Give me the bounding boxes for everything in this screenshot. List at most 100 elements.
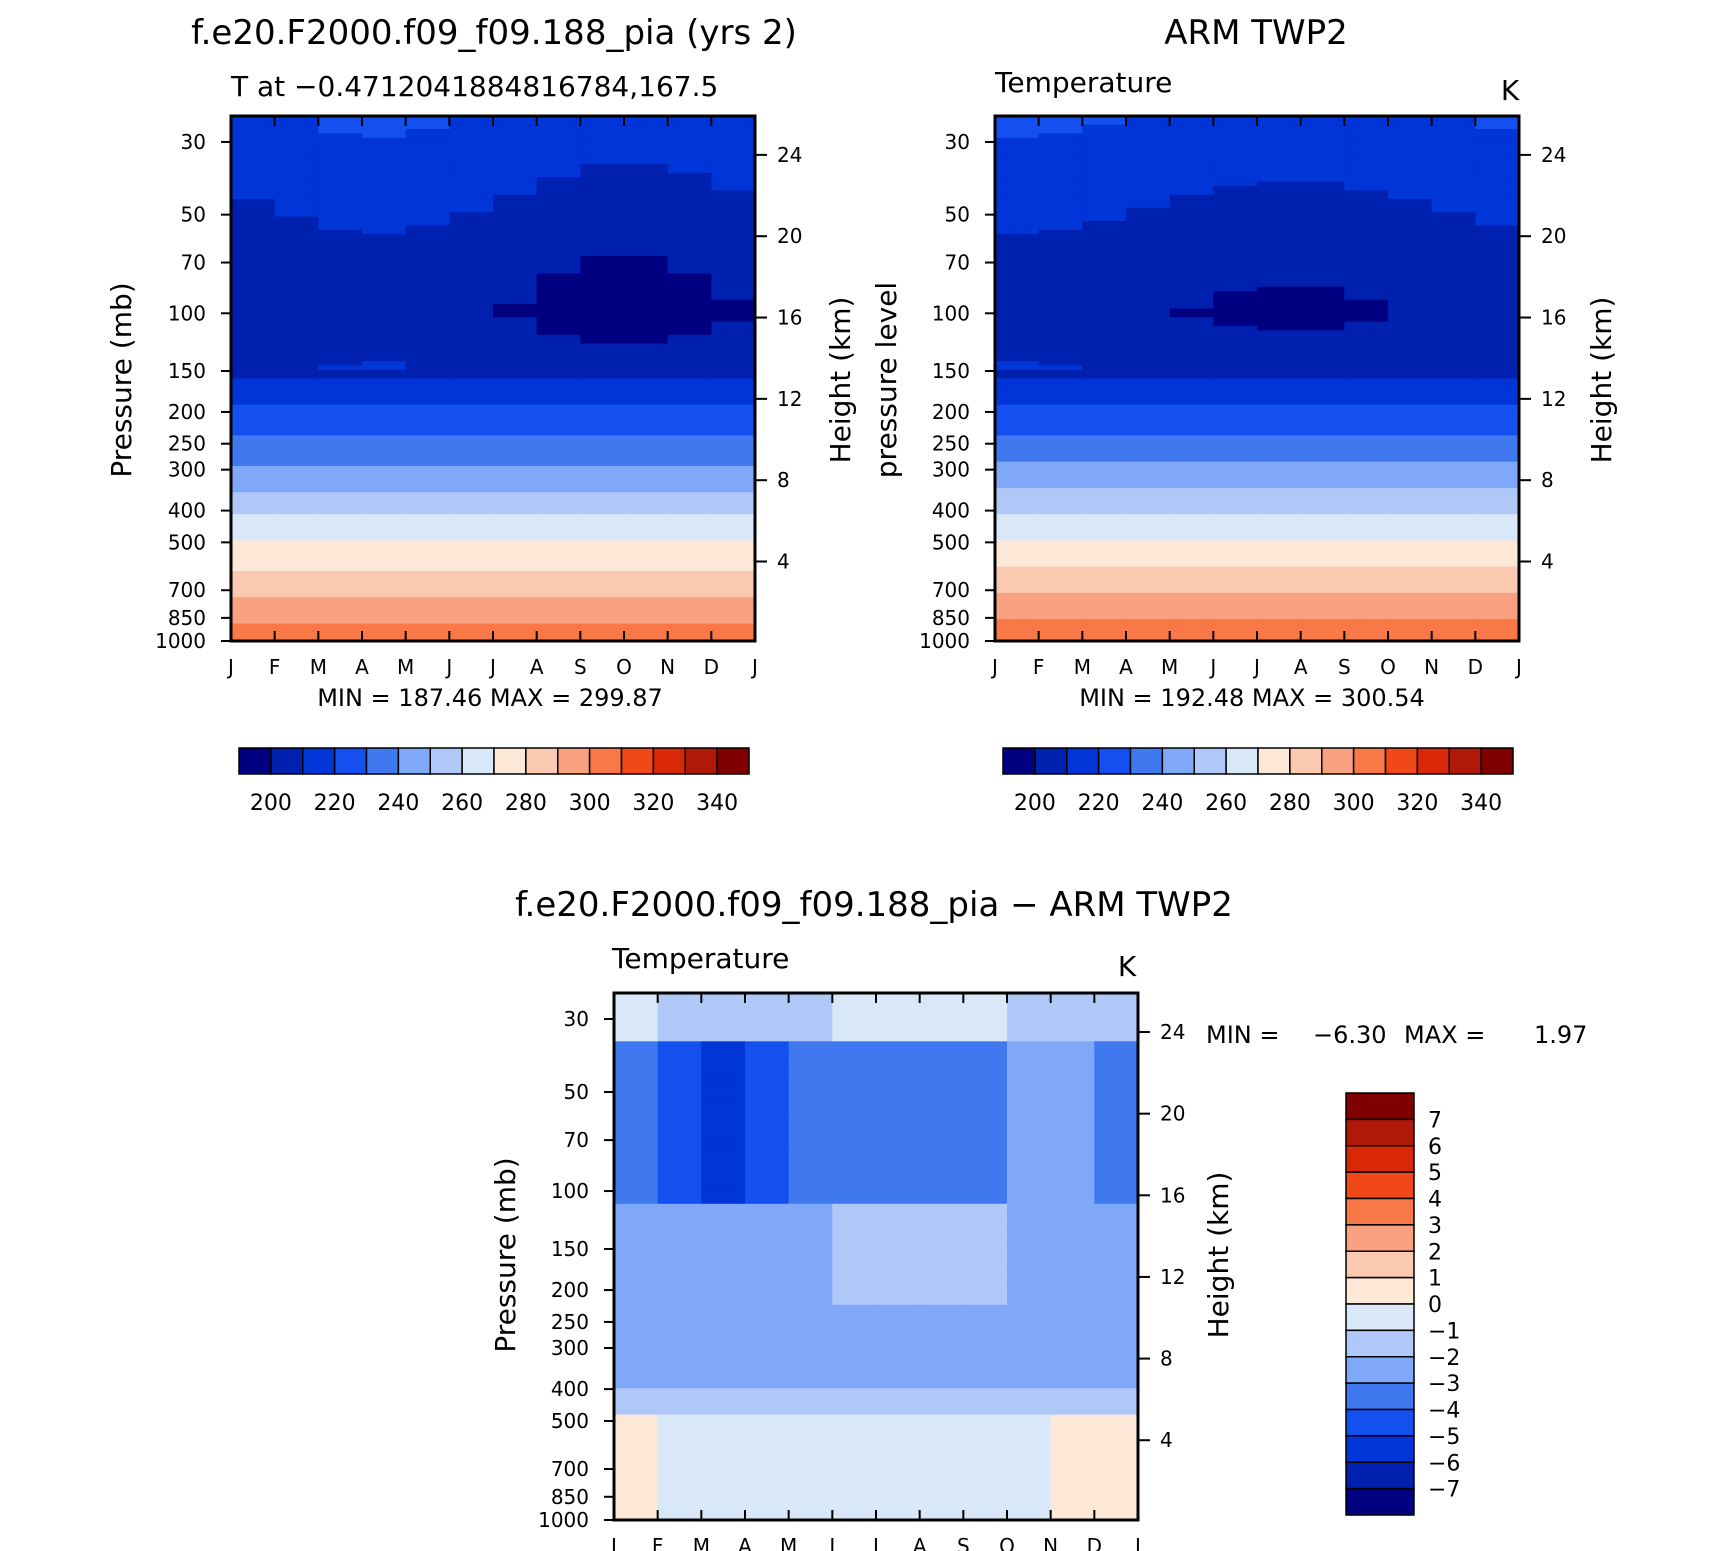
contour-cell (449, 636, 494, 642)
contour-cell (657, 1072, 702, 1078)
contour-cell (1007, 1493, 1052, 1499)
contour-cell (711, 466, 756, 471)
contour-cell (1126, 352, 1171, 358)
contour-cell (274, 623, 319, 629)
contour-cell (318, 549, 363, 555)
contour-cell (832, 1432, 877, 1438)
contour-cell (536, 164, 581, 170)
contour-cell (667, 352, 712, 358)
contour-cell (536, 496, 581, 502)
contour-cell (1431, 229, 1476, 235)
contour-cell (667, 186, 712, 191)
contour-cell (667, 391, 712, 397)
y-tick-label: 250 (168, 432, 206, 456)
contour-cell (362, 426, 407, 432)
contour-cell (624, 509, 669, 515)
contour-cell (580, 365, 625, 371)
contour-cell (657, 1392, 702, 1398)
contour-cell (832, 1331, 877, 1337)
colorbar-box (620, 747, 655, 775)
contour-cell (1431, 142, 1476, 148)
contour-cell (1094, 1256, 1139, 1262)
contour-cell (536, 159, 581, 165)
contour-cell (1007, 1309, 1052, 1315)
contour-cell (362, 330, 407, 336)
contour-cell (1300, 256, 1345, 261)
colorbar-label: 3 (1428, 1214, 1442, 1239)
contour-cell (1169, 216, 1214, 222)
contour-cell (580, 536, 625, 541)
contour-cell (963, 1247, 1008, 1253)
contour-cell (963, 1423, 1008, 1429)
contour-cell (449, 120, 494, 126)
contour-cell (1257, 330, 1302, 336)
contour-cell (493, 378, 538, 384)
contour-cell (362, 470, 407, 476)
contour-cell (318, 439, 363, 445)
contour-cell (995, 431, 1040, 436)
contour-cell (1257, 544, 1302, 550)
contour-cell (614, 1085, 659, 1091)
contour-cell (1300, 544, 1345, 550)
contour-cell (657, 1085, 702, 1091)
contour-cell (536, 234, 581, 240)
contour-cell (1344, 238, 1389, 244)
contour-cell (1388, 277, 1433, 283)
contour-cell (624, 207, 669, 213)
contour-cell (745, 1120, 790, 1126)
contour-cell (788, 1032, 833, 1038)
contour-cell (657, 1366, 702, 1372)
contour-cell (788, 1506, 833, 1512)
contour-cell (745, 1256, 790, 1262)
contour-cell (1344, 623, 1389, 629)
contour-cell (1213, 509, 1258, 515)
contour-cell (963, 1019, 1008, 1025)
contour-cell (318, 177, 363, 183)
contour-cell (745, 1023, 790, 1029)
contour-cell (362, 177, 407, 183)
contour-cell (1126, 295, 1171, 301)
contour-cell (745, 1397, 790, 1403)
contour-cell (1344, 544, 1389, 550)
contour-cell (580, 282, 625, 288)
contour-cell (231, 431, 276, 436)
contour-cell (1169, 597, 1214, 603)
contour-cell (1475, 304, 1520, 310)
contour-cell (614, 1506, 659, 1512)
contour-cell (832, 1089, 877, 1095)
contour-cell (614, 1252, 659, 1258)
contour-cell (1431, 216, 1476, 222)
contour-cell (963, 1432, 1008, 1438)
contour-cell (1126, 597, 1171, 603)
contour-cell (580, 619, 625, 625)
contour-cell (1169, 177, 1214, 183)
contour-cell (963, 1282, 1008, 1288)
contour-cell (995, 544, 1040, 550)
contour-cell (318, 120, 363, 126)
contour-cell (745, 1326, 790, 1332)
contour-cell (1344, 234, 1389, 240)
contour-cell (614, 1120, 659, 1126)
contour-cell (405, 562, 450, 568)
contour-cell (405, 514, 450, 520)
contour-cell (1300, 518, 1345, 524)
contour-cell (274, 501, 319, 506)
panel-obs-subtitle-right: K (1501, 74, 1520, 107)
contour-cell (1094, 1335, 1139, 1341)
contour-cell (963, 1322, 1008, 1328)
contour-cell (876, 1225, 921, 1231)
contour-cell (624, 164, 669, 170)
contour-cell (1475, 531, 1520, 537)
contour-cell (1213, 413, 1258, 419)
contour-cell (1050, 1010, 1095, 1016)
contour-cell (1213, 269, 1258, 275)
contour-cell (1007, 1260, 1052, 1266)
contour-cell (667, 396, 712, 401)
contour-cell (614, 1304, 659, 1310)
contour-cell (614, 1102, 659, 1108)
contour-cell (745, 1436, 790, 1442)
contour-cell (995, 483, 1040, 489)
contour-cell (1344, 168, 1389, 174)
contour-cell (788, 1085, 833, 1091)
contour-cell (614, 1146, 659, 1152)
